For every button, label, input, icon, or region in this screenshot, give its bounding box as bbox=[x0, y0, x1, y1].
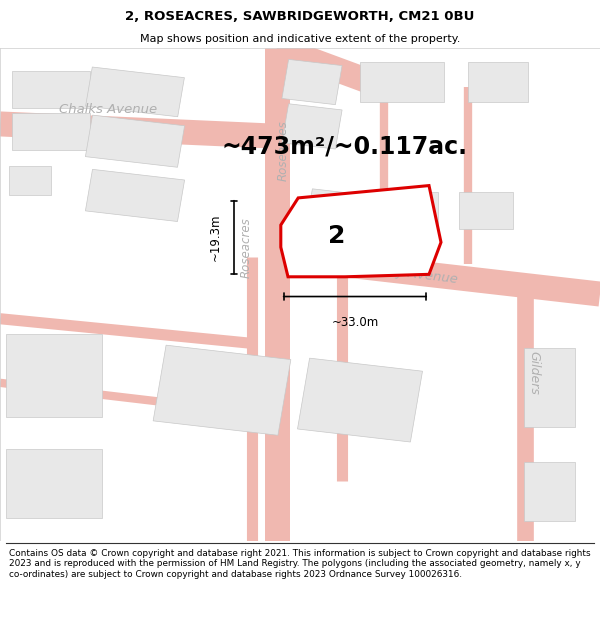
Polygon shape bbox=[281, 186, 441, 277]
Text: Gilders: Gilders bbox=[527, 351, 541, 395]
Text: ~473m²/~0.117ac.: ~473m²/~0.117ac. bbox=[222, 134, 468, 158]
Text: Map shows position and indicative extent of the property.: Map shows position and indicative extent… bbox=[140, 34, 460, 44]
Text: Roseacres: Roseacres bbox=[239, 217, 253, 278]
Bar bbox=[9, 166, 51, 196]
Text: Sayesbury Avenue: Sayesbury Avenue bbox=[334, 258, 458, 286]
Text: Chalks Avenue: Chalks Avenue bbox=[59, 102, 157, 116]
Bar bbox=[298, 358, 422, 442]
Bar bbox=[12, 113, 90, 150]
Text: Contains OS data © Crown copyright and database right 2021. This information is : Contains OS data © Crown copyright and d… bbox=[9, 549, 590, 579]
Bar bbox=[85, 115, 185, 168]
Bar bbox=[6, 449, 102, 518]
Bar bbox=[360, 62, 444, 102]
Bar bbox=[523, 462, 575, 521]
Bar bbox=[306, 189, 366, 232]
Bar bbox=[366, 192, 438, 229]
Bar bbox=[459, 192, 513, 229]
Text: ~19.3m: ~19.3m bbox=[209, 214, 222, 261]
Bar bbox=[468, 62, 528, 102]
Text: 2, ROSEACRES, SAWBRIDGEWORTH, CM21 0BU: 2, ROSEACRES, SAWBRIDGEWORTH, CM21 0BU bbox=[125, 11, 475, 24]
Bar bbox=[86, 67, 184, 117]
Bar bbox=[85, 169, 185, 221]
Bar bbox=[6, 334, 102, 418]
Text: ~33.0m: ~33.0m bbox=[331, 316, 379, 329]
Text: Roseacres: Roseacres bbox=[277, 121, 290, 181]
Bar bbox=[282, 104, 342, 149]
Bar bbox=[523, 348, 575, 428]
Bar bbox=[282, 59, 342, 104]
Text: 2: 2 bbox=[328, 224, 346, 248]
Bar bbox=[153, 345, 291, 435]
Bar bbox=[12, 71, 90, 108]
